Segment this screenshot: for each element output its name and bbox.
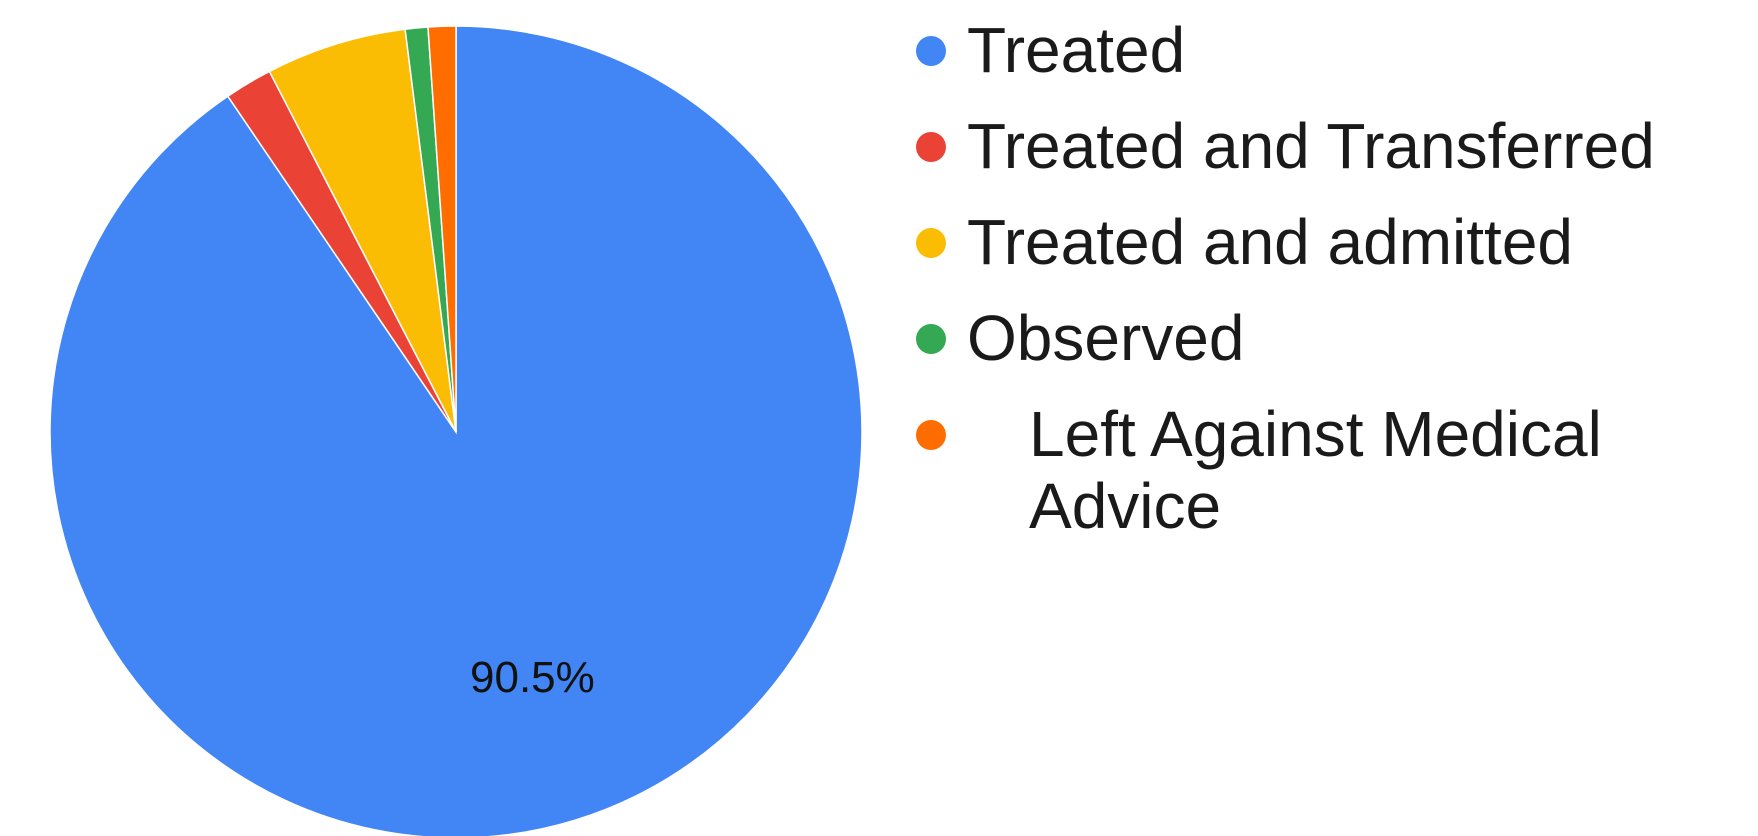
legend-item-treated-and-transferred: Treated and Transferred [905,110,1745,206]
legend-label-treated-and-admitted: Treated and admitted [967,206,1573,278]
legend-item-treated-and-admitted: Treated and admitted [905,206,1745,302]
legend-swatch-treated [916,36,946,66]
data-label-treated: 90.5% [470,653,595,702]
legend-item-observed: Observed [905,302,1745,398]
legend: Treated Treated and Transferred Treated … [905,14,1745,542]
legend-swatch-left-against-medical-advice [916,420,946,450]
legend-label-treated: Treated [967,14,1186,86]
legend-item-treated: Treated [905,14,1745,110]
pie-slice-treated-and-admitted [268,28,457,433]
pie-slice-left-against-medical-advice [427,25,457,433]
legend-label-treated-and-transferred: Treated and Transferred [967,110,1655,182]
legend-label-observed: Observed [967,302,1245,374]
legend-item-left-against-medical-advice: Left Against Medical Advice [905,398,1745,542]
legend-swatch-observed [916,324,946,354]
legend-swatch-treated-and-admitted [916,228,946,258]
legend-label-left-against-medical-advice: Left Against Medical Advice [1029,398,1602,542]
legend-swatch-treated-and-transferred [916,132,946,162]
